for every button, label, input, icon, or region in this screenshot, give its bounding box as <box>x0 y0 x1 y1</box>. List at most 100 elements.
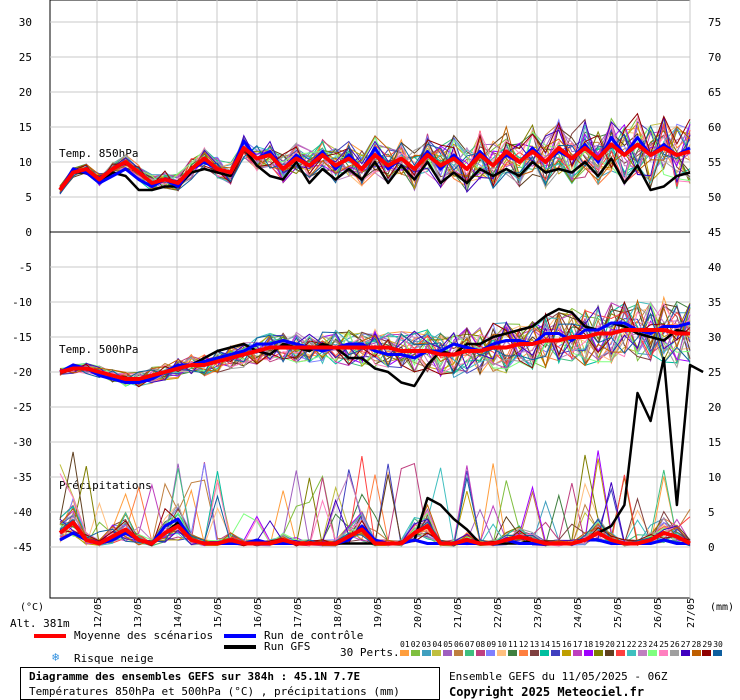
right-tick-label: 40 <box>708 261 721 274</box>
footer-copyright: Copyright 2025 Meteociel.fr <box>449 685 645 699</box>
legend-mean-swatch <box>34 634 66 638</box>
right-tick-label: 25 <box>708 366 721 379</box>
perturbation-legend-swatch <box>464 650 474 656</box>
perturbation-legend-number: 16 <box>562 640 572 649</box>
date-tick-label: 24/05 <box>573 598 584 628</box>
perturbation-legend-swatch <box>691 650 701 656</box>
perturbation-legend-swatch <box>713 650 723 656</box>
perturbation-legend-number: 17 <box>572 640 583 649</box>
left-tick-label: 5 <box>25 191 32 204</box>
left-tick-label: 30 <box>19 16 32 29</box>
left-tick-label: 20 <box>19 86 32 99</box>
date-tick-label: 14/05 <box>173 598 184 628</box>
right-tick-label: 0 <box>708 541 715 554</box>
perturbation-legend-number: 28 <box>691 640 702 649</box>
perturbation-legend-number: 24 <box>648 640 659 649</box>
date-tick-label: 17/05 <box>293 598 304 628</box>
perturbation-legend-swatch <box>702 650 712 656</box>
footer-subtitle: Températures 850hPa et 500hPa (°C) , pré… <box>29 685 400 698</box>
left-tick-label: -35 <box>12 471 32 484</box>
snowflake-icon: ❄ <box>52 650 60 664</box>
perturbation-06-precip <box>59 479 691 547</box>
left-tick-label: 15 <box>19 121 32 134</box>
date-tick-label: 26/05 <box>653 598 664 628</box>
left-tick-label: -15 <box>12 331 32 344</box>
perturbation-legend-swatch <box>572 650 582 656</box>
left-tick-label: -30 <box>12 436 32 449</box>
perturbation-legend-swatch <box>454 650 463 656</box>
perturbation-legend-number: 15 <box>551 640 561 649</box>
date-tick-label: 16/05 <box>253 598 264 628</box>
perturbation-legend-swatch <box>680 650 690 656</box>
left-tick-label: -20 <box>12 366 32 379</box>
perturbation-legend-number: 30 <box>713 640 723 649</box>
panel-label: Temp. 850hPa <box>59 147 138 160</box>
perturbation-legend-swatch <box>410 650 420 656</box>
perturbation-legend-number: 26 <box>670 640 680 649</box>
perturbation-legend-swatch <box>594 650 604 656</box>
date-tick-label: 23/05 <box>533 598 544 628</box>
series-mean-precip <box>58 520 691 546</box>
date-tick-label: 18/05 <box>333 598 344 628</box>
date-tick-label: 20/05 <box>413 598 424 628</box>
perturbation-legend-swatch <box>400 650 409 656</box>
perturbation-legend-swatch <box>626 650 636 656</box>
perturbation-legend-swatch <box>562 650 571 656</box>
perturbation-legend-number: 14 <box>540 640 551 649</box>
left-tick-label: -25 <box>12 401 32 414</box>
perturbation-29-t500 <box>59 300 691 388</box>
right-tick-label: 10 <box>708 471 721 484</box>
perturbation-legend-number: 12 <box>518 640 529 649</box>
right-tick-label: 5 <box>708 506 715 519</box>
perturbation-legend-swatch <box>508 650 517 656</box>
legend-gfs-swatch <box>224 645 256 649</box>
left-tick-label: -5 <box>19 261 32 274</box>
right-tick-label: 60 <box>708 121 721 134</box>
right-tick-label: 70 <box>708 51 721 64</box>
legend-gfs-label: Run GFS <box>264 640 311 653</box>
perturbation-legend-swatch <box>475 650 485 656</box>
perturbation-legend-swatch <box>486 650 496 656</box>
series-gfs-t850 <box>58 146 691 192</box>
perturbation-legend-number: 08 <box>475 640 486 649</box>
right-tick-label: 35 <box>708 296 721 309</box>
perturbation-legend-number: 03 <box>421 640 432 649</box>
left-tick-label: 10 <box>19 156 32 169</box>
perturbation-legend-swatch <box>518 650 528 656</box>
perturbation-legend-number: 04 <box>432 640 443 649</box>
altitude-label: Alt. 381m <box>10 617 70 630</box>
right-tick-label: 50 <box>708 191 721 204</box>
date-tick-label: 22/05 <box>493 598 504 628</box>
legend-snow-label: Risque neige <box>74 652 154 665</box>
right-tick-label: 65 <box>708 86 721 99</box>
perturbation-legend-swatch <box>670 650 679 656</box>
perturbation-legend-number: 05 <box>443 640 453 649</box>
left-tick-label: 0 <box>25 226 32 239</box>
perturbation-legend-number: 18 <box>583 640 594 649</box>
perturbation-legend-swatch <box>540 650 550 656</box>
perturbation-count-label: 30 Perts. <box>340 646 400 659</box>
left-tick-label: -45 <box>12 541 32 554</box>
perturbation-legend-number: 09 <box>486 640 497 649</box>
perturbation-legend-swatch <box>637 650 647 656</box>
right-axis-unit: (mm) <box>710 602 734 613</box>
perturbation-15-t850 <box>59 121 691 194</box>
legend-control-label: Run de contrôle <box>264 629 364 642</box>
date-tick-label: 21/05 <box>453 598 464 628</box>
right-tick-label: 15 <box>708 436 721 449</box>
left-tick-label: -10 <box>12 296 32 309</box>
perturbation-legend-number: 23 <box>637 640 648 649</box>
date-tick-label: 19/05 <box>373 598 384 628</box>
left-tick-label: -40 <box>12 506 32 519</box>
right-tick-label: 55 <box>708 156 721 169</box>
perturbation-legend-number: 07 <box>464 640 475 649</box>
perturbation-legend-swatch <box>529 650 539 656</box>
perturbation-legend-swatch <box>583 650 593 656</box>
perturbation-legend-swatch <box>659 650 669 656</box>
series-mean-t850 <box>58 142 691 192</box>
series-mean-t500 <box>59 328 690 381</box>
perturbation-legend-number: 02 <box>410 640 421 649</box>
perturbation-legend-number: 25 <box>659 640 669 649</box>
panel-label: Précipitations <box>59 479 152 492</box>
